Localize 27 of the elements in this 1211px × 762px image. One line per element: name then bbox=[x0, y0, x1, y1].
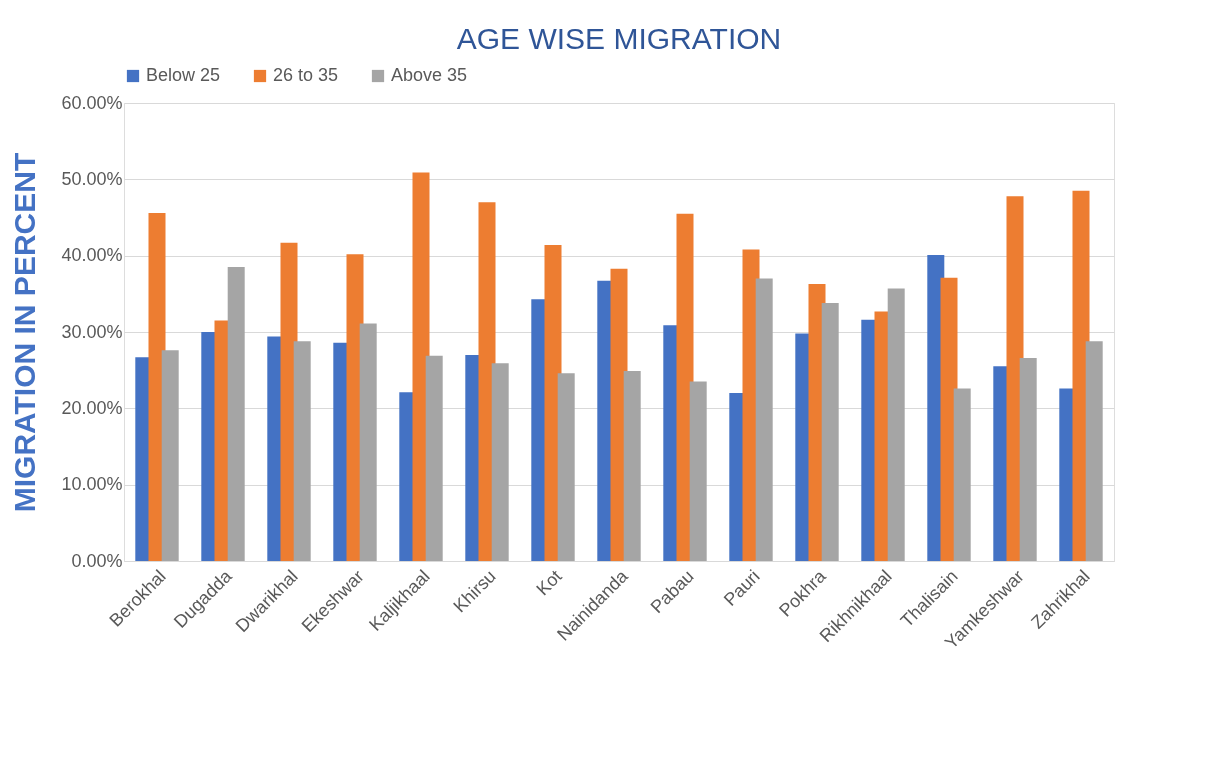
bar bbox=[1085, 341, 1103, 561]
bar bbox=[755, 278, 773, 561]
y-tick-label: 0.00% bbox=[71, 550, 123, 571]
bar bbox=[491, 363, 509, 561]
bar bbox=[821, 302, 839, 561]
chart-title: AGE WISE MIGRATION bbox=[456, 22, 782, 55]
bar bbox=[161, 350, 179, 561]
y-tick-label: 20.00% bbox=[61, 397, 123, 418]
y-tick-label: 40.00% bbox=[61, 245, 123, 266]
bar bbox=[359, 323, 377, 561]
bar bbox=[887, 288, 905, 561]
bar bbox=[689, 381, 707, 561]
bar bbox=[293, 341, 311, 561]
legend-label: 26 to 35 bbox=[273, 65, 339, 85]
y-tick-label: 60.00% bbox=[61, 92, 123, 113]
bar bbox=[425, 355, 443, 561]
y-tick-label: 30.00% bbox=[61, 321, 123, 342]
bar bbox=[557, 373, 575, 561]
legend-label: Above 35 bbox=[391, 65, 468, 85]
bar bbox=[1019, 357, 1037, 561]
bar bbox=[953, 388, 971, 561]
legend-label: Below 25 bbox=[146, 65, 221, 85]
bar bbox=[227, 267, 245, 561]
y-tick-label: 10.00% bbox=[61, 474, 123, 495]
bar bbox=[623, 370, 641, 561]
y-tick-label: 50.00% bbox=[61, 168, 123, 189]
y-axis-title: MIGRATION IN PERCENT bbox=[8, 152, 42, 513]
